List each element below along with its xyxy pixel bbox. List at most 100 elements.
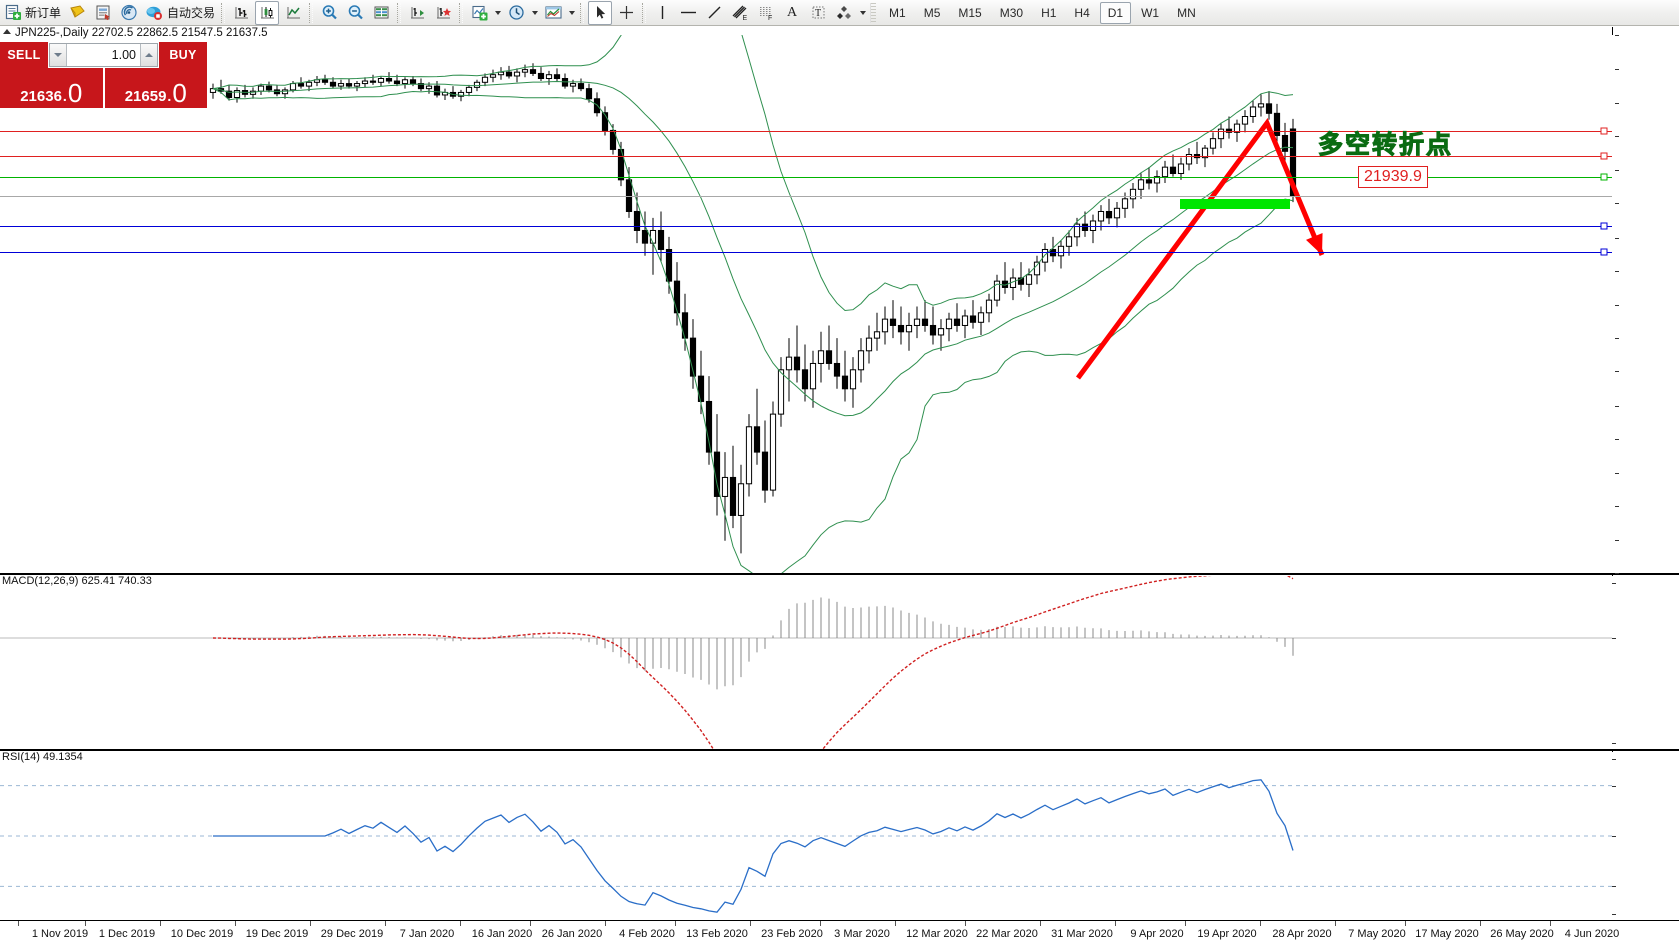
timeframe-button-m30[interactable]: M30 (999, 5, 1024, 20)
fibonacci-button[interactable]: F (754, 1, 778, 25)
toolbar-grip[interactable] (870, 2, 877, 23)
new-order-icon (5, 4, 21, 20)
crosshair-button[interactable] (614, 1, 638, 25)
time-tick-mark (1260, 921, 1261, 926)
timeframe-button-group: M1 M5 M15 M30 H1 H4 D1 W1 MN (880, 1, 1205, 24)
timeframe-button-mn[interactable]: MN (1177, 5, 1196, 20)
time-tick-mark (530, 921, 531, 926)
candlestick-chart-button[interactable] (255, 0, 280, 25)
price-pane[interactable]: 多空转折点 21939.9 (0, 35, 1679, 573)
tile-windows-button[interactable] (369, 1, 393, 25)
periods-button[interactable] (504, 1, 528, 25)
pane-separator-rsi[interactable] (0, 749, 1679, 751)
chart-shift-button[interactable] (405, 1, 429, 25)
volume-stepper[interactable]: 1.00 (49, 43, 158, 67)
buy-price-button[interactable]: 21659 . 0 (102, 68, 207, 108)
signals-button[interactable] (117, 1, 141, 25)
text-label-button[interactable]: T (806, 1, 830, 25)
trade-panel-top-row: SELL 1.00 BUY (0, 42, 207, 68)
trendline-icon (708, 6, 721, 19)
horizontal-line-button[interactable] (676, 1, 700, 25)
time-tick-label: 17 May 2020 (1415, 928, 1479, 940)
price-level-handle[interactable] (1600, 152, 1608, 160)
price-level-line-last-price[interactable] (0, 196, 1612, 198)
time-tick-mark (1480, 921, 1481, 926)
shapes-dropdown-caret[interactable] (857, 2, 868, 24)
volume-decrease-button[interactable] (50, 44, 67, 66)
timeframe-button-m5[interactable]: M5 (923, 5, 941, 20)
time-tick-mark (160, 921, 161, 926)
auto-scroll-button[interactable] (431, 1, 455, 25)
templates-button[interactable] (541, 1, 565, 25)
text-button[interactable]: A (780, 1, 804, 25)
metaeditor-icon (69, 5, 85, 18)
buy-button-label[interactable]: BUY (159, 42, 207, 68)
rsi-pane[interactable] (0, 752, 1679, 920)
indicators-dropdown-caret[interactable] (492, 2, 503, 24)
chart-canvas-area[interactable]: 多空转折点 21939.9 MACD(12,26,9) 625.41 740.3… (0, 27, 1679, 947)
time-tick-mark (675, 921, 676, 926)
vertical-line-button[interactable] (650, 1, 674, 25)
timeframe-button-w1[interactable]: W1 (1141, 5, 1160, 20)
autotrading-icon (146, 6, 163, 20)
time-tick-label: 9 Apr 2020 (1130, 928, 1184, 940)
time-tick-mark (385, 921, 386, 926)
chart-header-title: JPN225-,Daily 22702.5 22862.5 21547.5 21… (0, 27, 268, 39)
pane-separator-macd[interactable] (0, 573, 1679, 575)
timeframe-button-h4[interactable]: H4 (1074, 5, 1090, 20)
time-tick-label: 16 Jan 2020 (471, 928, 533, 940)
sell-button-label[interactable]: SELL (0, 42, 48, 68)
time-tick-label: 23 Feb 2020 (761, 928, 823, 940)
time-axis[interactable]: 1 Nov 2019 1 Dec 2019 10 Dec 2019 19 Dec 20… (0, 920, 1679, 946)
equidistant-channel-button[interactable]: E (728, 1, 752, 25)
time-tick-mark (18, 921, 19, 926)
fibonacci-icon: F (759, 7, 772, 21)
time-tick-label: 22 Mar 2020 (976, 928, 1038, 940)
trendline-button[interactable] (702, 1, 726, 25)
templates-dropdown-caret[interactable] (566, 2, 577, 24)
price-level-line-support[interactable] (0, 251, 1612, 253)
indicators-icon (471, 5, 488, 21)
indicators-button[interactable] (467, 1, 491, 25)
timeframe-button-h1[interactable]: H1 (1041, 5, 1057, 20)
macd-chart-svg (0, 576, 1612, 749)
strategy-tester-button[interactable] (91, 1, 115, 25)
autotrading-button[interactable]: 自动交易 (143, 1, 217, 25)
time-tick-label: 26 May 2020 (1490, 928, 1554, 940)
volume-input[interactable]: 1.00 (111, 48, 136, 62)
price-level-handle[interactable] (1600, 248, 1608, 256)
line-chart-button[interactable] (281, 1, 305, 25)
timeframe-button-m15[interactable]: M15 (958, 5, 982, 20)
signals-icon (120, 4, 137, 21)
new-order-button[interactable]: 新订单 (3, 1, 63, 25)
zoom-out-icon (348, 5, 363, 20)
shapes-button[interactable] (832, 1, 856, 25)
templates-icon (544, 6, 562, 19)
zoom-in-button[interactable] (317, 1, 341, 25)
zoom-out-button[interactable] (343, 1, 367, 25)
price-level-handle[interactable] (1600, 173, 1608, 181)
collapse-triangle-icon[interactable] (3, 29, 11, 34)
price-level-handle[interactable] (1600, 222, 1608, 230)
metaeditor-button[interactable] (65, 1, 89, 25)
time-tick-label: 4 Feb 2020 (619, 928, 675, 940)
periods-dropdown-caret[interactable] (529, 2, 540, 24)
chart-shift-icon (410, 7, 424, 19)
one-click-trading-panel[interactable]: SELL 1.00 BUY 21636 . 0 21659 . 0 (0, 42, 207, 108)
strategy-tester-icon (96, 5, 110, 21)
line-chart-icon (286, 7, 300, 19)
macd-pane[interactable] (0, 576, 1679, 749)
zoom-in-icon (322, 5, 337, 20)
volume-increase-button[interactable] (140, 44, 157, 66)
bar-chart-button[interactable] (229, 1, 253, 25)
new-order-label: 新订单 (25, 6, 62, 20)
toolbar-separator (221, 2, 226, 23)
price-level-line-support[interactable] (0, 226, 1612, 228)
sell-price-button[interactable]: 21636 . 0 (0, 68, 103, 108)
time-tick-label: 10 Dec 2019 (170, 928, 234, 940)
cursor-button[interactable] (588, 0, 613, 25)
price-level-handle[interactable] (1600, 127, 1608, 134)
timeframe-button-m1[interactable]: M1 (889, 5, 906, 20)
timeframe-button-d1[interactable]: D1 (1099, 1, 1132, 24)
manual-trendline-svg (1075, 117, 1325, 380)
